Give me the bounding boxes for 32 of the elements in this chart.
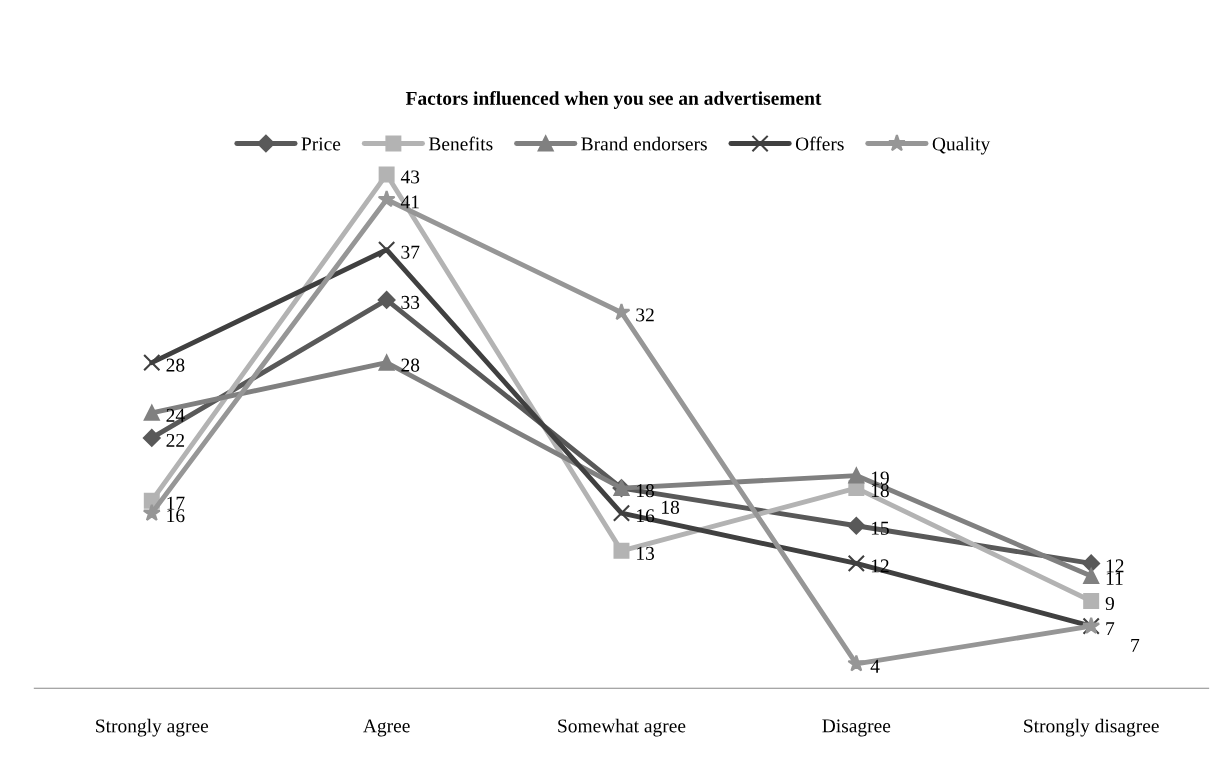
data-label: 19 (871, 471, 889, 485)
data-label: 32 (636, 308, 654, 322)
data-label: 43 (400, 170, 420, 184)
chart-title: Factors influenced when you see an advertisement (405, 91, 822, 109)
data-label: 33 (401, 295, 420, 309)
data-label: 7 (1131, 638, 1140, 652)
legend-label: Brand endorsers (581, 136, 707, 151)
legend-label: Quality (932, 136, 991, 155)
data-label: 22 (166, 433, 185, 447)
data-label: 18 (871, 484, 889, 498)
legend-label: Offers (795, 136, 844, 151)
data-label: 37 (401, 245, 420, 259)
data-label: 12 (1106, 559, 1124, 573)
data-label: 28 (401, 358, 420, 372)
x-tick-label: Disagree (822, 719, 891, 737)
data-label: 41 (400, 195, 419, 209)
legend-label: Price (301, 137, 341, 151)
data-label: 9 (1105, 597, 1114, 611)
x-tick-label: Agree (363, 719, 410, 737)
x-tick-label: Somewhat agree (558, 718, 686, 737)
data-label: 17 (167, 496, 185, 510)
data-label: 11 (1106, 571, 1123, 585)
x-tick-label: Strongly agree (96, 718, 209, 737)
data-label: 18 (662, 500, 680, 514)
legend-label: Benefits (428, 136, 493, 151)
data-label: 7 (1106, 622, 1115, 635)
x-tick-label: Strongly disagree (1024, 718, 1159, 737)
data-label: 24 (166, 408, 185, 422)
data-label: 13 (637, 546, 655, 560)
data-label: 16 (167, 509, 185, 523)
data-label: 28 (166, 358, 185, 372)
data-label: 4 (870, 659, 880, 673)
